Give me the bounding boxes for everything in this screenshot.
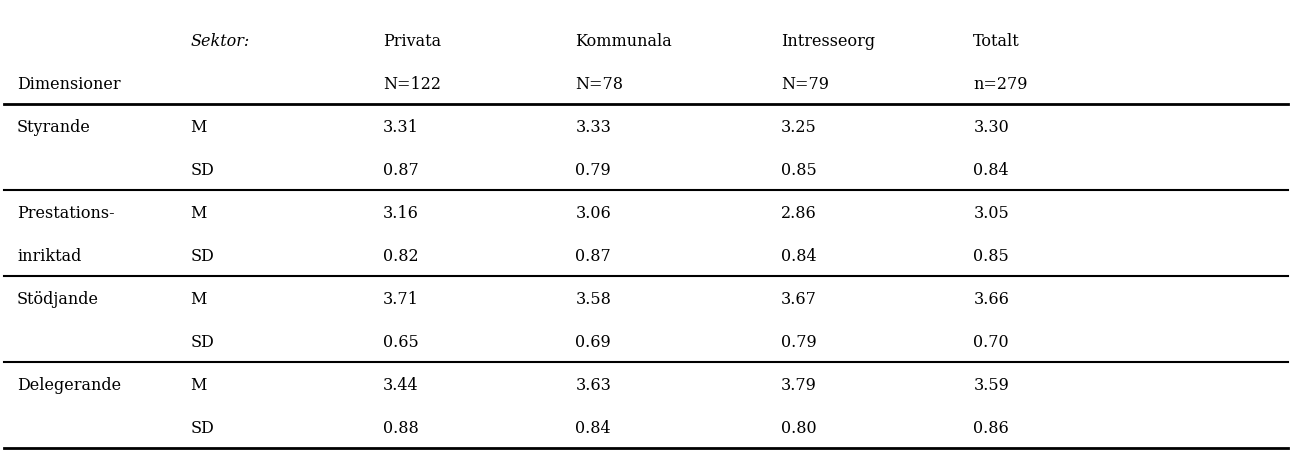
Text: 2.86: 2.86 [780, 205, 817, 222]
Text: Privata: Privata [382, 33, 441, 50]
Text: N=79: N=79 [780, 76, 828, 93]
Text: 0.79: 0.79 [780, 334, 817, 351]
Text: Kommunala: Kommunala [575, 33, 672, 50]
Text: inriktad: inriktad [17, 248, 81, 265]
Text: SD: SD [190, 334, 214, 351]
Text: n=279: n=279 [973, 76, 1028, 93]
Text: 3.31: 3.31 [382, 119, 419, 136]
Text: 0.80: 0.80 [780, 420, 817, 437]
Text: 0.84: 0.84 [780, 248, 817, 265]
Text: 0.86: 0.86 [973, 420, 1009, 437]
Text: Prestations-: Prestations- [17, 205, 115, 222]
Text: 3.25: 3.25 [780, 119, 817, 136]
Text: Delegerande: Delegerande [17, 377, 121, 394]
Text: M: M [190, 291, 207, 308]
Text: Totalt: Totalt [973, 33, 1021, 50]
Text: 0.69: 0.69 [575, 334, 611, 351]
Text: 0.84: 0.84 [973, 162, 1009, 179]
Text: SD: SD [190, 248, 214, 265]
Text: 3.05: 3.05 [973, 205, 1009, 222]
Text: SD: SD [190, 420, 214, 437]
Text: 0.79: 0.79 [575, 162, 611, 179]
Text: N=122: N=122 [382, 76, 441, 93]
Text: 3.67: 3.67 [780, 291, 817, 308]
Text: 3.06: 3.06 [575, 205, 611, 222]
Text: 3.58: 3.58 [575, 291, 611, 308]
Text: 0.70: 0.70 [973, 334, 1009, 351]
Text: Stödjande: Stödjande [17, 291, 99, 308]
Text: 3.30: 3.30 [973, 119, 1009, 136]
Text: 0.82: 0.82 [382, 248, 419, 265]
Text: N=78: N=78 [575, 76, 624, 93]
Text: Intresseorg: Intresseorg [780, 33, 875, 50]
Text: 0.88: 0.88 [382, 420, 419, 437]
Text: 3.44: 3.44 [382, 377, 419, 394]
Text: Dimensioner: Dimensioner [17, 76, 120, 93]
Text: 0.84: 0.84 [575, 420, 611, 437]
Text: M: M [190, 377, 207, 394]
Text: 0.85: 0.85 [973, 248, 1009, 265]
Text: SD: SD [190, 162, 214, 179]
Text: 3.16: 3.16 [382, 205, 419, 222]
Text: 3.79: 3.79 [780, 377, 817, 394]
Text: M: M [190, 119, 207, 136]
Text: 0.85: 0.85 [780, 162, 817, 179]
Text: 3.33: 3.33 [575, 119, 611, 136]
Text: 0.87: 0.87 [575, 248, 611, 265]
Text: Styrande: Styrande [17, 119, 90, 136]
Text: 3.59: 3.59 [973, 377, 1009, 394]
Text: Sektor:: Sektor: [190, 33, 249, 50]
Text: 3.63: 3.63 [575, 377, 611, 394]
Text: 3.71: 3.71 [382, 291, 419, 308]
Text: 0.87: 0.87 [382, 162, 419, 179]
Text: 3.66: 3.66 [973, 291, 1009, 308]
Text: 0.65: 0.65 [382, 334, 419, 351]
Text: M: M [190, 205, 207, 222]
